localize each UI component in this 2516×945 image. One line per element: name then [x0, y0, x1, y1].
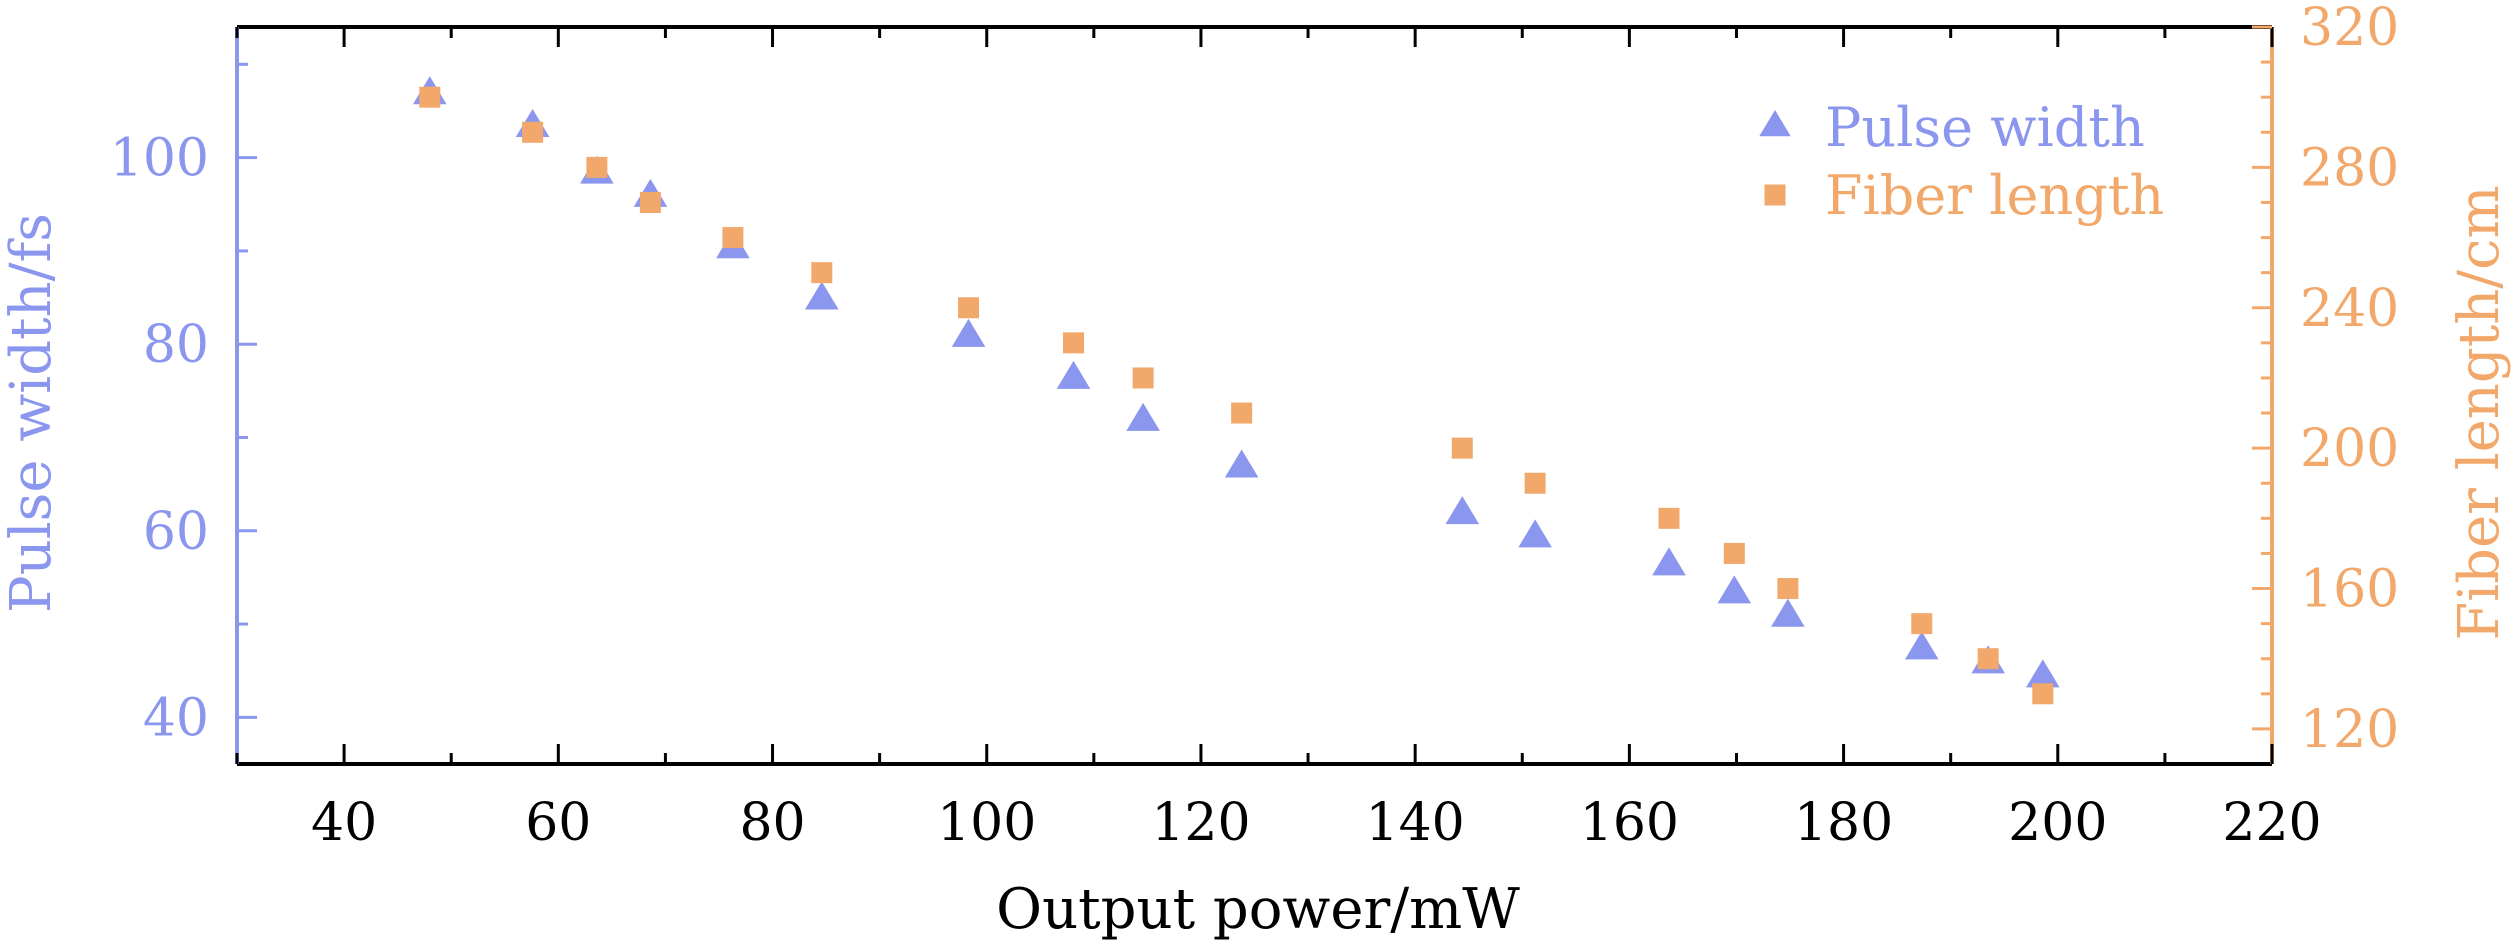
x-tick-label: 80: [739, 793, 805, 853]
fiber-length-point: [2032, 683, 2054, 705]
fiber-length-point: [1231, 402, 1253, 424]
fiber-length-point: [586, 156, 608, 178]
fiber-length-point: [639, 191, 661, 213]
y-right-tick-label: 280: [2300, 138, 2399, 198]
fiber-length-point: [1777, 578, 1799, 600]
fiber-length-point: [1658, 507, 1680, 529]
y-left-tick-label: 80: [143, 315, 209, 375]
pulse-width-point: [804, 281, 839, 310]
data-marks-group: [412, 76, 2060, 705]
pulse-width-point: [2025, 659, 2060, 688]
x-tick-label: 180: [1794, 793, 1893, 853]
y-axis-right-title: Fiber length/cm: [2447, 185, 2512, 640]
fiber-length-point: [1911, 613, 1933, 635]
x-tick-label: 200: [2008, 793, 2107, 853]
y-right-tick-label: 160: [2300, 560, 2399, 620]
fiber-length-point: [1723, 542, 1745, 564]
fiber-length-point: [1524, 472, 1546, 494]
y-left-tick-label: 100: [110, 129, 209, 189]
x-tick-label: 40: [311, 793, 377, 853]
y-right-tick-label: 320: [2300, 0, 2399, 58]
legend-square-marker: [1764, 184, 1786, 206]
y-left-tick-label: 40: [143, 688, 209, 748]
ticks-group: 40 60 80 100 120 140 160 180 200 220 40 60 80 100 120 1…: [110, 0, 2400, 853]
y-right-tick-label: 200: [2300, 419, 2399, 479]
legend-label: Fiber length: [1825, 164, 2164, 227]
pulse-width-point: [1056, 360, 1091, 389]
x-tick-label: 60: [525, 793, 591, 853]
fiber-length-point: [1062, 332, 1084, 354]
fiber-length-point: [958, 297, 980, 319]
fiber-length-point: [522, 121, 544, 143]
pulse-width-point: [1445, 496, 1480, 525]
legend-triangle-marker: [1759, 110, 1791, 137]
pulse-width-point: [1771, 598, 1805, 627]
pulse-width-point: [1518, 519, 1552, 548]
fiber-length-point: [811, 262, 833, 284]
pulse-width-point: [1224, 449, 1259, 478]
x-axis-title: Output power/mW: [996, 877, 1520, 942]
pulse-width-point: [1904, 631, 1939, 660]
x-tick-label: 100: [937, 793, 1036, 853]
y-left-tick-label: 60: [143, 502, 209, 562]
y-right-tick-label: 120: [2300, 700, 2399, 760]
y-axis-left-title: Pulse width/fs: [0, 213, 64, 613]
y-right-tick-label: 240: [2300, 279, 2399, 339]
pulse-width-point: [1717, 575, 1752, 604]
x-tick-label: 120: [1151, 793, 1250, 853]
x-tick-label: 160: [1580, 793, 1679, 853]
x-tick-label: 220: [2222, 793, 2321, 853]
fiber-length-point: [722, 227, 744, 249]
pulse-width-point: [1126, 402, 1160, 431]
fiber-length-point: [419, 86, 441, 108]
fiber-length-point: [1977, 648, 1999, 670]
fiber-length-point: [1132, 367, 1154, 389]
x-tick-label: 140: [1366, 793, 1465, 853]
legend-label: Pulse width: [1825, 96, 2145, 159]
pulse-width-point: [951, 318, 986, 347]
fiber-length-point: [1451, 437, 1473, 459]
pulse-width-point: [1652, 547, 1686, 576]
axes-group: [235, 25, 2274, 766]
